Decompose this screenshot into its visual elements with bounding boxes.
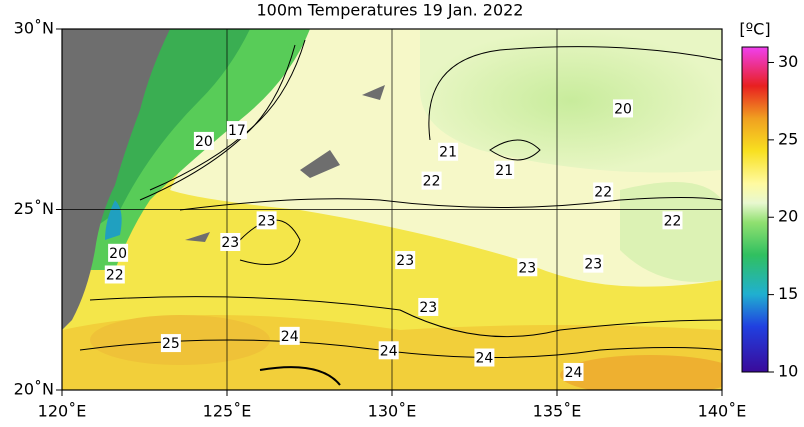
contour-label-box <box>108 243 129 262</box>
contour-label: 24 <box>380 343 398 359</box>
contour-label: 24 <box>565 365 583 381</box>
contour-label-box <box>193 131 214 150</box>
lat-tick-label: 25˚N <box>14 199 54 218</box>
colorbar-tick-label: 10 <box>778 362 798 381</box>
contour-label-box <box>494 160 515 179</box>
lon-tick-label: 130˚E <box>368 402 417 421</box>
lat-tick-label: 30˚N <box>14 19 54 38</box>
colorbar-tick-label: 15 <box>778 284 798 303</box>
colorbar-unit: [ºC] <box>739 20 770 39</box>
contour-label: 23 <box>584 257 602 273</box>
contour-label-box <box>104 265 125 284</box>
map-title: 100m Temperatures 19 Jan. 2022 <box>257 1 524 20</box>
contour-label: 24 <box>281 329 299 345</box>
contour-label-box <box>378 341 399 360</box>
contour-label-box <box>517 258 538 277</box>
lon-tick-label: 140˚E <box>698 402 747 421</box>
contour-label-box <box>279 326 300 345</box>
contour-label-box <box>662 211 683 230</box>
lat-tick-label: 20˚N <box>14 380 54 399</box>
contour-label: 20 <box>195 134 213 150</box>
contour-label-box <box>160 334 181 353</box>
lon-tick-label: 135˚E <box>533 402 582 421</box>
contour-label: 22 <box>664 213 682 229</box>
contour-label-box <box>395 251 416 270</box>
contour-label: 24 <box>475 351 493 367</box>
contour-label: 20 <box>614 101 632 117</box>
contour-label: 17 <box>228 123 246 139</box>
contour-label-box <box>256 211 277 230</box>
contour-label: 22 <box>423 174 441 190</box>
contour-label-box <box>421 171 442 190</box>
contour-label: 22 <box>106 267 124 283</box>
contour-label-box <box>438 142 459 161</box>
contour-label-box <box>613 99 633 118</box>
contour-label-box <box>563 362 584 381</box>
contour-label-box <box>220 232 241 251</box>
contour-label: 22 <box>594 184 612 200</box>
contour-label: 23 <box>221 235 239 251</box>
contour-label: 23 <box>419 300 437 316</box>
colorbar-tick-label: 20 <box>778 207 798 226</box>
contour-label-box <box>474 348 495 367</box>
lon-tick-label: 120˚E <box>38 402 87 421</box>
contour-label: 23 <box>518 260 536 276</box>
contour-label: 21 <box>439 145 457 161</box>
contour-label-box <box>226 121 247 140</box>
contour-label: 25 <box>162 336 180 352</box>
contour-label: 20 <box>109 246 127 262</box>
contour-label-box <box>583 254 604 273</box>
contour-label-box <box>593 182 614 201</box>
colorbar <box>741 46 769 373</box>
colorbar-tick-label: 25 <box>778 129 798 148</box>
contour-label: 21 <box>495 163 513 179</box>
contour-label-box <box>418 297 439 316</box>
contour-label: 23 <box>258 213 276 229</box>
colorbar-tick-label: 30 <box>778 52 798 71</box>
lon-tick-label: 125˚E <box>203 402 252 421</box>
contour-label: 23 <box>396 253 414 269</box>
